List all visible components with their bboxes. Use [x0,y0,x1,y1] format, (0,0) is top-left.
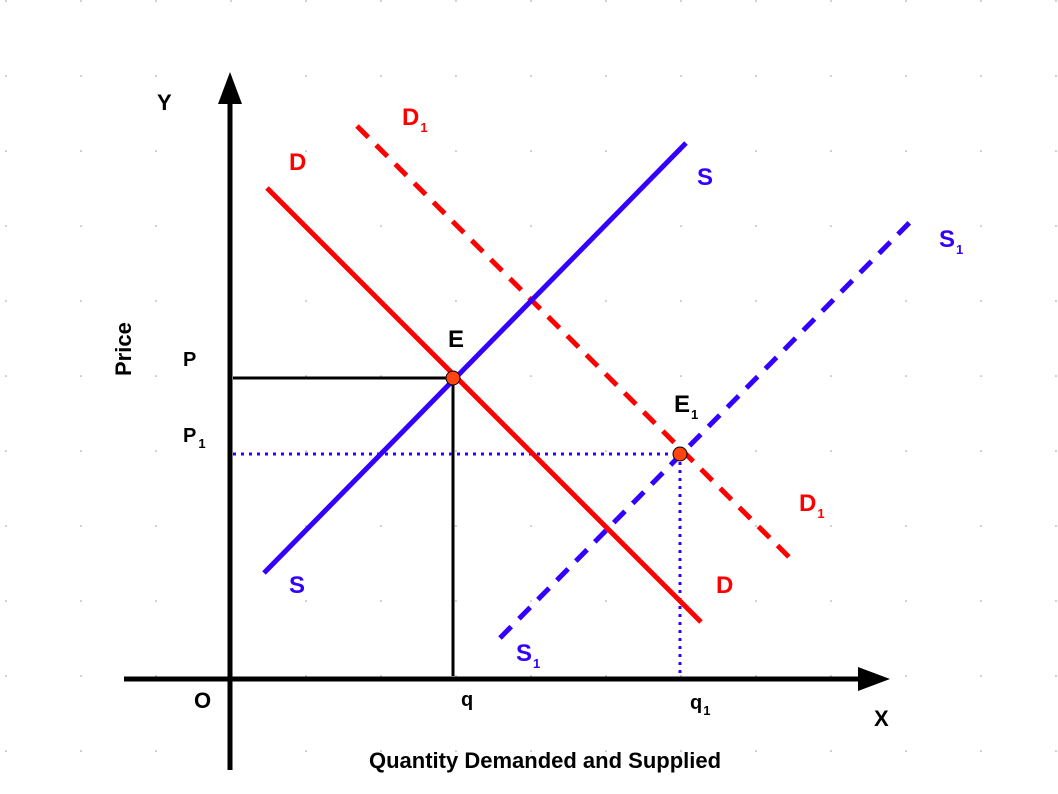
x-axis-arrow [858,667,890,691]
label-d1-bottom: D1 [799,490,825,521]
origin-label: O [194,688,211,713]
x-axis-symbol: X [874,706,889,731]
curve-d [265,186,703,624]
label-s-top: S [697,164,713,191]
x-axis-title: Quantity Demanded and Supplied [369,748,721,773]
y-axis-arrow [218,72,242,104]
label-d1-top: D1 [402,104,428,135]
label-s-bottom: S [289,572,305,599]
y-axis-title: Price [111,322,136,376]
label-d-top: D [289,149,306,176]
equilibrium-point-e [445,370,461,386]
label-s1-top: S1 [939,226,963,257]
price-p-label: P [183,349,196,371]
label-d-bottom: D [716,572,733,599]
quantity-q-label: q [461,689,473,711]
curve-d1 [355,124,794,562]
equilibrium-e1-label: E1 [674,391,698,422]
curve-s [262,141,688,575]
equilibrium-e-label: E [448,326,464,353]
curve-s1 [498,215,917,640]
quantity-q1-label: q1 [690,692,710,718]
y-axis-symbol: Y [157,90,172,115]
label-s1-bottom: S1 [516,640,540,671]
equilibrium-point-e1 [672,446,688,462]
